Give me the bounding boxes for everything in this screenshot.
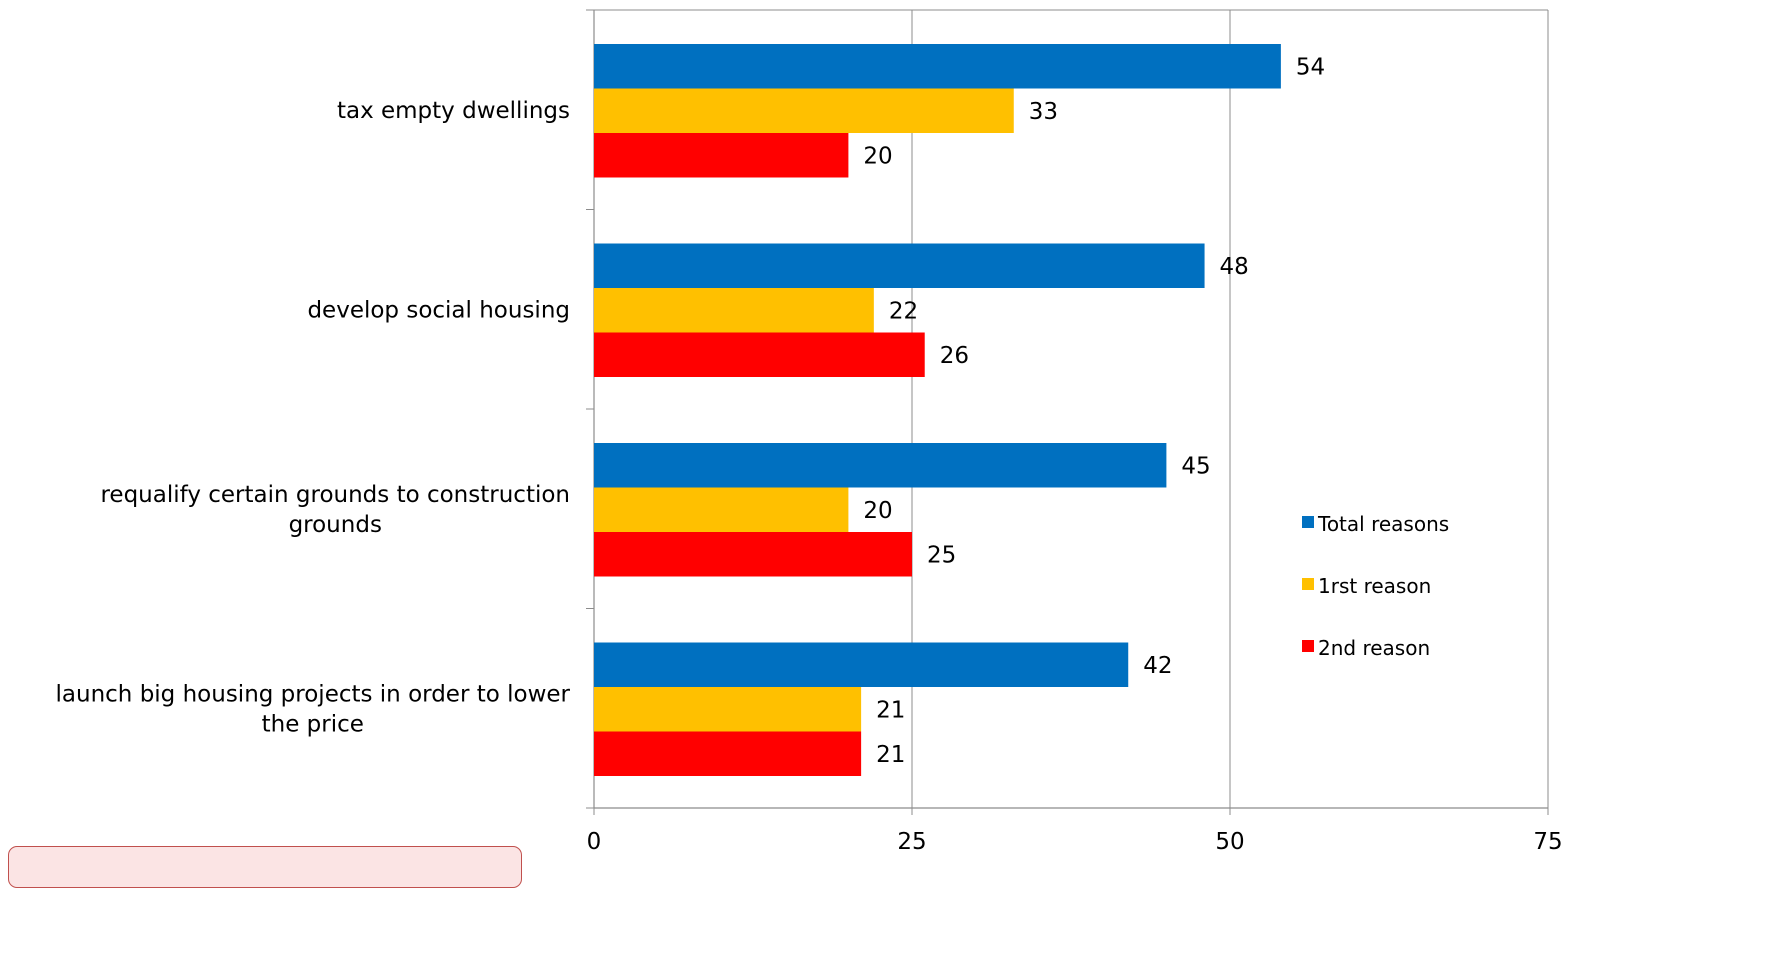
bar [594, 88, 1014, 133]
y-category-label: tax empty dwellings [337, 98, 570, 124]
data-label: 20 [863, 143, 892, 169]
data-label: 42 [1143, 653, 1172, 679]
legend-swatch [1302, 578, 1314, 590]
bar [594, 243, 1205, 288]
legend-label: 2nd reason [1318, 636, 1430, 660]
x-tick-label: 50 [1215, 829, 1244, 855]
data-label: 48 [1220, 254, 1249, 280]
data-label: 21 [876, 697, 905, 723]
y-category-label: requalify certain grounds to constructio… [100, 482, 570, 508]
data-label: 45 [1181, 453, 1210, 479]
legend-label: Total reasons [1317, 512, 1449, 536]
bar [594, 532, 912, 577]
bar [594, 288, 874, 333]
bar [594, 642, 1129, 687]
y-category-label-line2: the price [262, 711, 364, 737]
legend-swatch [1302, 516, 1314, 528]
y-category-label: launch big housing projects in order to … [56, 681, 571, 707]
note-box [8, 846, 522, 888]
data-label: 26 [940, 343, 969, 369]
bar [594, 133, 849, 178]
x-tick-label: 0 [587, 829, 602, 855]
bar [594, 332, 925, 377]
data-label: 21 [876, 742, 905, 768]
bar [594, 487, 849, 532]
data-label: 25 [927, 542, 956, 568]
x-tick-label: 75 [1533, 829, 1562, 855]
data-label: 22 [889, 298, 918, 324]
bar [594, 687, 862, 732]
data-label: 20 [863, 498, 892, 524]
data-label: 33 [1029, 99, 1058, 125]
bar [594, 731, 862, 776]
bar [594, 443, 1167, 488]
bar [594, 44, 1281, 89]
legend-swatch [1302, 640, 1314, 652]
y-category-label: develop social housing [307, 297, 570, 323]
legend-label: 1rst reason [1318, 574, 1431, 598]
data-label: 54 [1296, 54, 1325, 80]
x-tick-label: 25 [897, 829, 926, 855]
y-category-label-line2: grounds [289, 512, 382, 538]
